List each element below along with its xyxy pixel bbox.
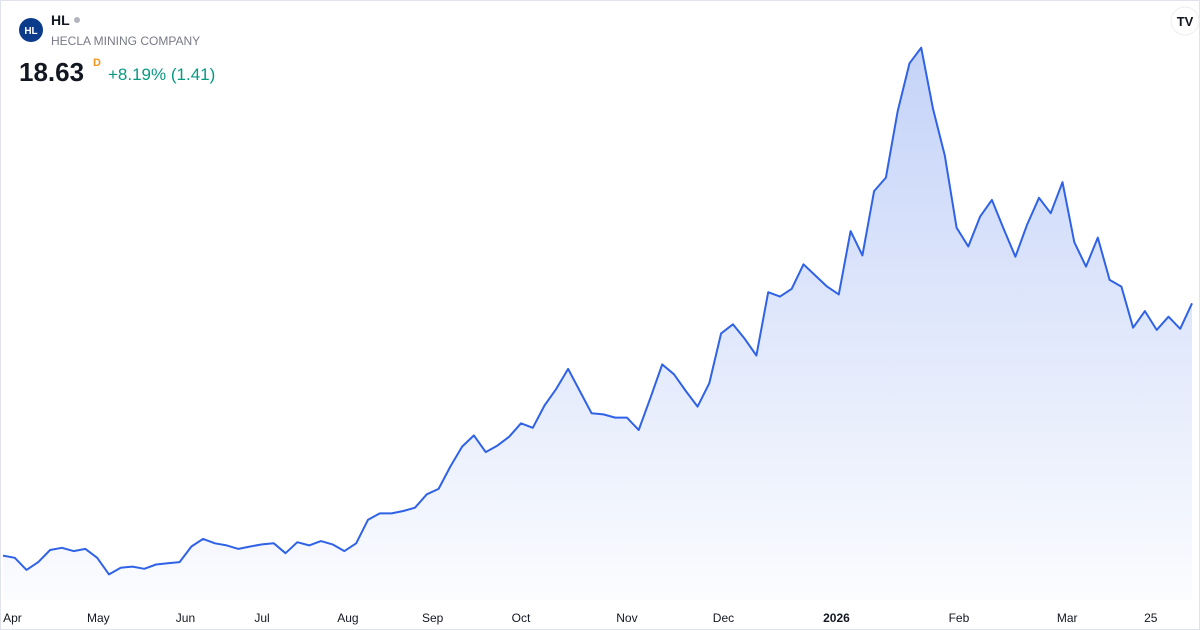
tv-logo: TV [1170,6,1200,36]
logo-text: HL [24,26,37,37]
x-tick-label: Jul [254,611,269,625]
price: 18.63 [19,57,84,87]
change: +8.19% (1.41) [108,65,215,84]
plot: Apr May Jun Jul Aug Sep Oct Nov Dec 2026 Feb Mar 25 [2,46,1193,625]
x-tick-label: Sep [422,611,444,625]
x-tick-label: May [87,611,110,625]
interval: D [93,57,101,69]
x-tick-label: Jun [176,611,195,625]
x-tick-label: 25 [1144,611,1158,625]
status-dot [74,17,80,23]
area-fill [3,47,1192,600]
x-tick-label: Dec [713,611,734,625]
x-tick-label: Feb [949,611,970,625]
ticker: HL [51,12,70,28]
x-tick-label: Apr [3,611,22,625]
price-line [2,46,1193,576]
x-tick-label: Mar [1057,611,1078,625]
company-name: HECLA MINING COMPANY [51,34,200,48]
svg-text:TV: TV [1177,14,1194,29]
x-tick-label: Oct [512,611,531,625]
x-tick-label: Aug [337,611,358,625]
x-tick-label: 2026 [823,611,850,625]
logo [19,18,43,42]
x-tick-label: Nov [616,611,637,625]
